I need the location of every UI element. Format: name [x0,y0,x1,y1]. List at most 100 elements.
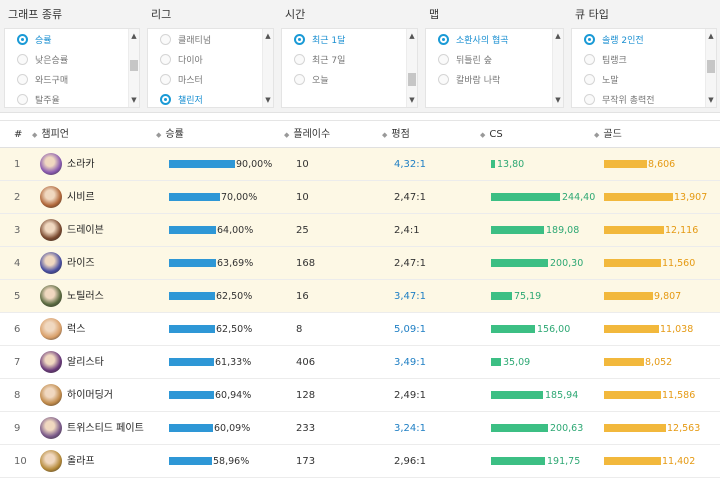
filter-title: 맵 [421,0,567,28]
winrate-value: 63,69% [217,258,254,269]
header-games[interactable]: ◆ 플레이수 [284,121,330,149]
filter-option[interactable]: 소환사의 협곡 [426,29,563,49]
header-rank[interactable]: # [14,121,22,149]
scrollbar-thumb[interactable] [408,73,416,87]
scroll-down-icon[interactable]: ▼ [265,96,271,104]
filter-option[interactable]: 최근 1달 [282,29,417,49]
radio-icon[interactable] [438,53,449,65]
scrollbar[interactable]: ▲ ▼ [552,29,563,107]
champion-avatar[interactable] [40,417,62,439]
champion-avatar[interactable] [40,252,62,274]
champion-avatar[interactable] [40,351,62,373]
table-row[interactable]: 2 시비르 70,00% 10 2,47:1 244,40 13,907 [0,181,720,214]
scrollbar[interactable]: ▲ ▼ [705,29,716,107]
winrate-bar [169,457,212,465]
filter-option[interactable]: 오늘 [282,69,417,89]
champion-name[interactable]: 노틸러스 [67,291,104,302]
filter-option[interactable]: 최근 7일 [282,49,417,69]
radio-icon[interactable] [584,53,595,65]
filter-option[interactable]: 칼바람 나락 [426,69,563,89]
scroll-down-icon[interactable]: ▼ [409,96,415,104]
filter-option[interactable]: 낮은승률 [5,49,139,69]
radio-icon[interactable] [294,33,305,45]
champion-avatar[interactable] [40,285,62,307]
scrollbar[interactable]: ▲ ▼ [406,29,417,107]
filter-option[interactable]: 클래티넘 [148,29,273,49]
table-row[interactable]: 8 하이머딩거 60,94% 128 2,49:1 185,94 11,586 [0,379,720,412]
champion-name[interactable]: 시비르 [67,192,95,203]
champion-avatar[interactable] [40,318,62,340]
filter-option[interactable]: 뒤틀린 숲 [426,49,563,69]
filter-option[interactable]: 노말 [572,69,716,89]
radio-icon[interactable] [160,93,171,105]
champion-name[interactable]: 드레이븐 [67,225,104,236]
filter-option[interactable]: 탈주율 [5,89,139,109]
scroll-down-icon[interactable]: ▼ [131,96,137,104]
scrollbar[interactable]: ▲ ▼ [262,29,273,107]
radio-icon[interactable] [17,73,28,85]
scroll-down-icon[interactable]: ▼ [555,96,561,104]
scroll-up-icon[interactable]: ▲ [409,32,415,40]
table-row[interactable]: 5 노틸러스 62,50% 16 3,47:1 75,19 9,807 [0,280,720,313]
champion-name[interactable]: 소라카 [67,159,95,170]
kda-value: 5,09:1 [394,324,426,335]
radio-icon[interactable] [438,33,449,45]
filter-option[interactable]: 챌린저 [148,89,273,109]
radio-icon[interactable] [584,93,595,105]
filter-option[interactable]: 마스터 [148,69,273,89]
champion-avatar[interactable] [40,153,62,175]
scroll-up-icon[interactable]: ▲ [555,32,561,40]
radio-icon[interactable] [438,73,449,85]
radio-icon[interactable] [160,33,171,45]
filter-option[interactable]: 팀랭크 [572,49,716,69]
champion-name[interactable]: 올라프 [67,456,95,467]
radio-icon[interactable] [17,53,28,65]
radio-icon[interactable] [17,93,28,105]
scroll-up-icon[interactable]: ▲ [131,32,137,40]
filter-option[interactable]: 솔랭 2인전 [572,29,716,49]
table-row[interactable]: 10 올라프 58,96% 173 2,96:1 191,75 11,402 [0,445,720,478]
header-gold[interactable]: ◆ 골드 [594,121,622,149]
winrate-value: 61,33% [215,357,252,368]
scroll-up-icon[interactable]: ▲ [265,32,271,40]
table-row[interactable]: 3 드레이븐 64,00% 25 2,4:1 189,08 12,116 [0,214,720,247]
header-cs[interactable]: ◆ CS [480,121,503,149]
radio-icon[interactable] [584,33,595,45]
champion-avatar[interactable] [40,219,62,241]
radio-icon[interactable] [584,73,595,85]
header-kda[interactable]: ◆ 평점 [382,121,410,149]
filter-option[interactable]: 무작위 총력전 [572,89,716,109]
champion-avatar[interactable] [40,384,62,406]
filter-option[interactable]: 승률 [5,29,139,49]
table-row[interactable]: 6 럭스 62,50% 8 5,09:1 156,00 11,038 [0,313,720,346]
table-row[interactable]: 7 알리스타 61,33% 406 3,49:1 35,09 8,052 [0,346,720,379]
scrollbar[interactable]: ▲ ▼ [128,29,139,107]
champion-avatar[interactable] [40,450,62,472]
kda-value: 2,49:1 [394,390,426,401]
champion-name[interactable]: 럭스 [67,324,86,335]
filter-option[interactable]: 다이아 [148,49,273,69]
scrollbar-thumb[interactable] [707,60,715,74]
header-winrate[interactable]: ◆ 승률 [156,121,184,149]
radio-icon[interactable] [160,73,171,85]
champion-name[interactable]: 하이머딩거 [67,390,113,401]
champion-name[interactable]: 알리스타 [67,357,104,368]
scroll-up-icon[interactable]: ▲ [708,32,714,40]
champion-avatar[interactable] [40,186,62,208]
radio-icon[interactable] [294,73,305,85]
radio-icon[interactable] [160,53,171,65]
table-row[interactable]: 9 트위스티드 페이트 60,09% 233 3,24:1 200,63 12,563 [0,412,720,445]
table-row[interactable]: 4 라이즈 63,69% 168 2,47:1 200,30 11,560 [0,247,720,280]
winrate-bar [169,160,235,168]
filter-option[interactable]: 와드구매 [5,69,139,89]
table-row[interactable]: 1 소라카 90,00% 10 4,32:1 13,80 8,606 [0,148,720,181]
scrollbar-thumb[interactable] [130,60,138,71]
champion-name[interactable]: 트위스티드 페이트 [67,423,144,434]
radio-icon[interactable] [17,33,28,45]
champion-name[interactable]: 라이즈 [67,258,95,269]
header-gold-label: 골드 [603,129,622,140]
games-played: 8 [296,324,303,335]
radio-icon[interactable] [294,53,305,65]
scroll-down-icon[interactable]: ▼ [708,96,714,104]
header-champion[interactable]: ◆ 챔피언 [32,121,69,149]
